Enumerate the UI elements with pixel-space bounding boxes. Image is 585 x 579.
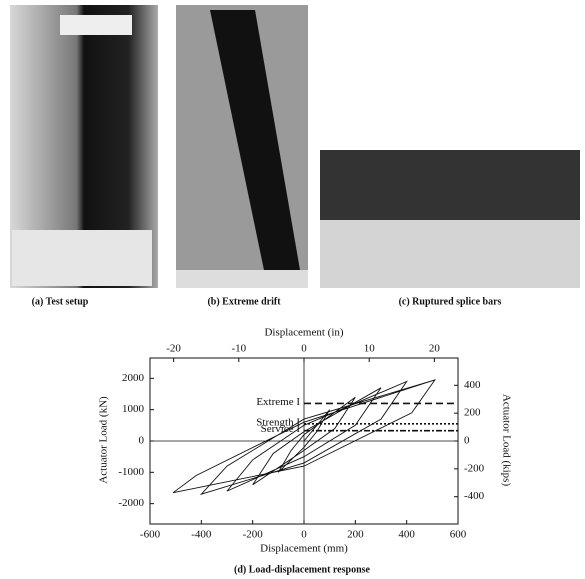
y-tick-label: 1000 [122, 403, 145, 415]
x-tick-label: 400 [398, 529, 415, 541]
y-tick-label: -2000 [118, 497, 144, 509]
y2-tick-label: 200 [464, 407, 481, 419]
caption: (c) Ruptured splice bars [399, 296, 502, 307]
x2-tick-label: 0 [301, 343, 307, 355]
x2-tick-label: 20 [429, 343, 441, 355]
caption: (a) Test setup [32, 296, 89, 307]
caption: (b) Extreme drift [207, 296, 281, 307]
y2-axis-label: Actuator Load (kips) [500, 394, 512, 487]
figure: (a) Test setup (b) Extreme drift (c) Rup… [0, 0, 585, 579]
y-tick-label: 0 [139, 435, 145, 447]
x2-tick-label: 10 [364, 343, 376, 355]
y-tick-label: -1000 [118, 466, 144, 478]
photo-b [176, 5, 308, 288]
x-tick-label: -600 [140, 529, 161, 541]
y2-tick-label: -400 [464, 490, 485, 502]
x-tick-label: 600 [450, 529, 467, 541]
x-tick-label: -200 [243, 529, 264, 541]
x2-tick-label: -10 [231, 343, 246, 355]
x-tick-label: 0 [301, 529, 307, 541]
y2-tick-label: 400 [464, 379, 481, 391]
y2-tick-label: 0 [464, 435, 470, 447]
page: (a) Test setup (b) Extreme drift (c) Rup… [0, 0, 585, 579]
photo-c [320, 150, 580, 288]
x-tick-label: 200 [347, 529, 364, 541]
chart-title: (d) Load-displacement response [234, 564, 370, 575]
annotation-label: Extreme I [256, 396, 300, 408]
y-axis-label: Actuator Load (kN) [98, 396, 110, 484]
photo-a [10, 5, 158, 288]
y2-tick-label: -200 [464, 462, 485, 474]
x2-axis-label: Displacement (in) [264, 327, 343, 339]
x2-tick-label: -20 [166, 343, 181, 355]
x-tick-label: -400 [191, 529, 212, 541]
y-tick-label: 2000 [122, 372, 145, 384]
x-axis-label: Displacement (mm) [260, 543, 348, 555]
